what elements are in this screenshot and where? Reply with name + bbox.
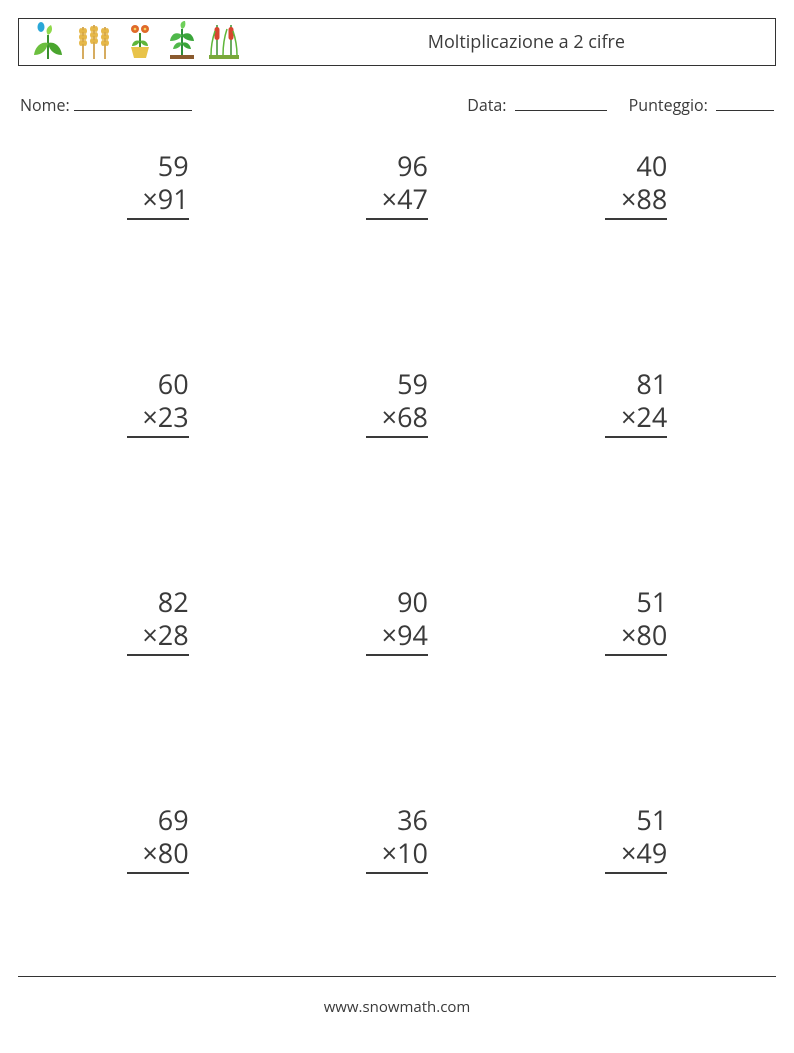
multiplier: ×10 (366, 837, 428, 874)
multiplier: ×94 (366, 619, 428, 656)
multiplier: ×80 (605, 619, 667, 656)
problems-grid: 59×9196×4740×8860×2359×6881×2482×2890×94… (18, 150, 776, 874)
multiplicand: 60 (127, 368, 189, 401)
multiplier: ×49 (605, 837, 667, 874)
multiplication: 90×94 (366, 586, 428, 656)
multiplicand: 51 (605, 804, 667, 837)
multiplier: ×24 (605, 401, 667, 438)
multiplier: ×88 (605, 183, 667, 220)
multiplier: ×80 (127, 837, 189, 874)
problem: 82×28 (38, 586, 277, 656)
multiplicand: 81 (605, 368, 667, 401)
problem: 40×88 (517, 150, 756, 220)
multiplier: ×23 (127, 401, 189, 438)
problem: 59×91 (38, 150, 277, 220)
multiplicand: 69 (127, 804, 189, 837)
problem: 59×68 (277, 368, 516, 438)
footer-divider (18, 976, 776, 977)
date-blank[interactable] (515, 95, 607, 111)
multiplicand: 59 (127, 150, 189, 183)
problem: 51×49 (517, 804, 756, 874)
multiplicand: 96 (366, 150, 428, 183)
score-label: Punteggio: (629, 94, 708, 116)
potted-flower-icon (123, 21, 157, 64)
header-icons (19, 21, 241, 64)
problem: 60×23 (38, 368, 277, 438)
worksheet-page: Moltiplicazione a 2 cifre Nome: Data: Pu… (0, 0, 794, 1053)
multiplication: 59×68 (366, 368, 428, 438)
multiplication: 60×23 (127, 368, 189, 438)
multiplier: ×91 (127, 183, 189, 220)
multiplicand: 51 (605, 586, 667, 619)
score-blank[interactable] (716, 95, 774, 111)
name-label: Nome: (20, 94, 70, 116)
problem: 36×10 (277, 804, 516, 874)
multiplier: ×47 (366, 183, 428, 220)
date-label: Data: (467, 94, 506, 116)
multiplicand: 82 (127, 586, 189, 619)
problem: 81×24 (517, 368, 756, 438)
problem: 90×94 (277, 586, 516, 656)
multiplication: 59×91 (127, 150, 189, 220)
multiplicand: 36 (366, 804, 428, 837)
multiplicand: 40 (605, 150, 667, 183)
multiplication: 96×47 (366, 150, 428, 220)
multiplication: 69×80 (127, 804, 189, 874)
worksheet-title: Moltiplicazione a 2 cifre (428, 30, 625, 54)
multiplication: 51×49 (605, 804, 667, 874)
meta-row: Nome: Data: Punteggio: (18, 94, 776, 116)
problem: 69×80 (38, 804, 277, 874)
young-plant-icon (167, 21, 197, 64)
sprout-water-icon (31, 21, 65, 64)
multiplication: 51×80 (605, 586, 667, 656)
name-blank[interactable] (74, 95, 192, 111)
footer-text: www.snowmath.com (0, 997, 794, 1017)
multiplier: ×68 (366, 401, 428, 438)
multiplier: ×28 (127, 619, 189, 656)
header-bar: Moltiplicazione a 2 cifre (18, 18, 776, 66)
wheat-stalks-icon (75, 21, 113, 64)
multiplication: 36×10 (366, 804, 428, 874)
cattails-icon (207, 21, 241, 64)
multiplicand: 59 (366, 368, 428, 401)
multiplication: 40×88 (605, 150, 667, 220)
problem: 96×47 (277, 150, 516, 220)
multiplication: 82×28 (127, 586, 189, 656)
multiplicand: 90 (366, 586, 428, 619)
problem: 51×80 (517, 586, 756, 656)
multiplication: 81×24 (605, 368, 667, 438)
